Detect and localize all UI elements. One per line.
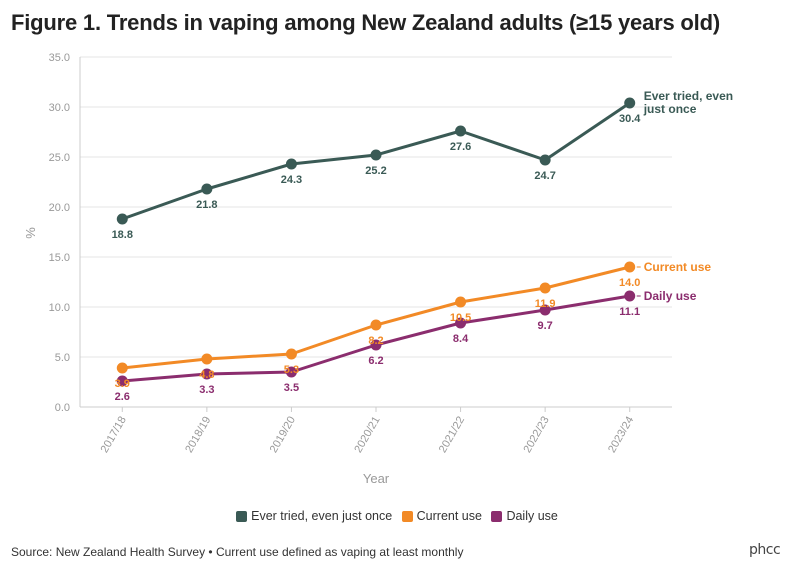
data-point xyxy=(455,125,467,137)
data-label: 18.8 xyxy=(112,229,133,241)
data-label: 3.3 xyxy=(199,384,214,396)
x-axis-title: Year xyxy=(363,471,390,486)
series-end-label: Current use xyxy=(644,260,712,274)
data-label: 4.8 xyxy=(199,369,214,381)
y-tick-label: 35.0 xyxy=(49,52,70,64)
legend-item-current-use[interactable]: Current use xyxy=(401,509,482,523)
data-label: 3.9 xyxy=(115,378,130,390)
data-point xyxy=(624,261,636,273)
data-label: 2.6 xyxy=(115,391,130,403)
series-line xyxy=(122,265,631,370)
data-point xyxy=(201,353,213,365)
data-points xyxy=(116,97,636,387)
data-point xyxy=(116,213,128,225)
y-tick-label: 15.0 xyxy=(49,252,70,264)
series-end-label: Daily use xyxy=(644,289,697,303)
x-tick-label: 2019/20 xyxy=(268,415,298,455)
data-label: 3.5 xyxy=(284,382,299,394)
data-label: 8.4 xyxy=(453,333,469,345)
x-tick-label: 2017/18 xyxy=(99,415,129,455)
data-label: 10.5 xyxy=(450,312,471,324)
legend: Ever tried, even just once Current use D… xyxy=(0,509,794,525)
data-label: 9.7 xyxy=(537,320,552,332)
data-label: 11.9 xyxy=(535,298,556,310)
chart-title: Figure 1. Trends in vaping among New Zea… xyxy=(11,10,720,35)
data-label: 27.6 xyxy=(450,141,471,153)
series-end-label: Ever tried, even xyxy=(644,89,733,103)
data-label: 21.8 xyxy=(196,199,217,211)
data-point xyxy=(539,282,551,294)
legend-swatch xyxy=(491,510,503,522)
legend-label: Current use xyxy=(416,509,482,523)
y-tick-label: 0.0 xyxy=(55,402,70,414)
data-point xyxy=(539,154,551,166)
phcc-logo: phcc xyxy=(749,542,781,558)
data-point xyxy=(201,368,213,380)
x-tick-label: 2018/19 xyxy=(183,415,213,455)
data-point xyxy=(370,319,382,331)
y-tick-label: 5.0 xyxy=(55,352,70,364)
legend-swatch xyxy=(236,510,248,522)
data-point xyxy=(455,317,467,329)
data-point xyxy=(370,339,382,351)
data-label: 30.4 xyxy=(619,113,641,125)
data-label: 5.3 xyxy=(284,364,299,376)
data-point xyxy=(370,149,382,161)
y-tick-label: 20.0 xyxy=(49,202,70,214)
legend-swatch xyxy=(401,510,413,522)
grid-lines xyxy=(80,56,672,358)
data-label: 14.0 xyxy=(619,277,640,289)
data-point xyxy=(285,348,297,360)
legend-item-daily-use[interactable]: Daily use xyxy=(491,509,558,523)
y-axis-title: % xyxy=(23,227,38,239)
x-tick-label: 2022/23 xyxy=(521,415,551,455)
y-tick-label: 25.0 xyxy=(49,152,70,164)
data-point xyxy=(624,97,636,109)
data-label: 24.7 xyxy=(534,170,555,182)
x-tick-label: 2020/21 xyxy=(352,415,382,455)
data-point xyxy=(116,362,128,374)
data-point xyxy=(455,296,467,308)
source-note: Source: New Zealand Health Survey • Curr… xyxy=(11,545,464,559)
data-point xyxy=(539,304,551,316)
data-point xyxy=(285,366,297,378)
series-end-label: just once xyxy=(643,102,697,116)
legend-label: Ever tried, even just once xyxy=(251,509,393,523)
data-label: 25.2 xyxy=(365,165,386,177)
data-label: 8.2 xyxy=(368,335,383,347)
data-point xyxy=(201,183,213,195)
legend-item-ever-tried[interactable]: Ever tried, even just once xyxy=(236,509,392,523)
data-label: 24.3 xyxy=(281,174,302,186)
data-point xyxy=(116,375,128,387)
y-tick-label: 10.0 xyxy=(49,302,70,314)
data-label: 11.1 xyxy=(619,306,640,318)
legend-label: Daily use xyxy=(506,509,558,523)
y-tick-label: 30.0 xyxy=(49,102,70,114)
data-point xyxy=(285,158,297,170)
data-label: 6.2 xyxy=(368,355,383,367)
data-point xyxy=(624,290,636,302)
x-tick-label: 2023/24 xyxy=(606,415,636,455)
axes: 0.0 5.0 10.0 15.0 20.0 25.0 30.0 35.0 2017/18 201… xyxy=(23,52,672,486)
x-tick-label: 2021/22 xyxy=(437,415,467,455)
